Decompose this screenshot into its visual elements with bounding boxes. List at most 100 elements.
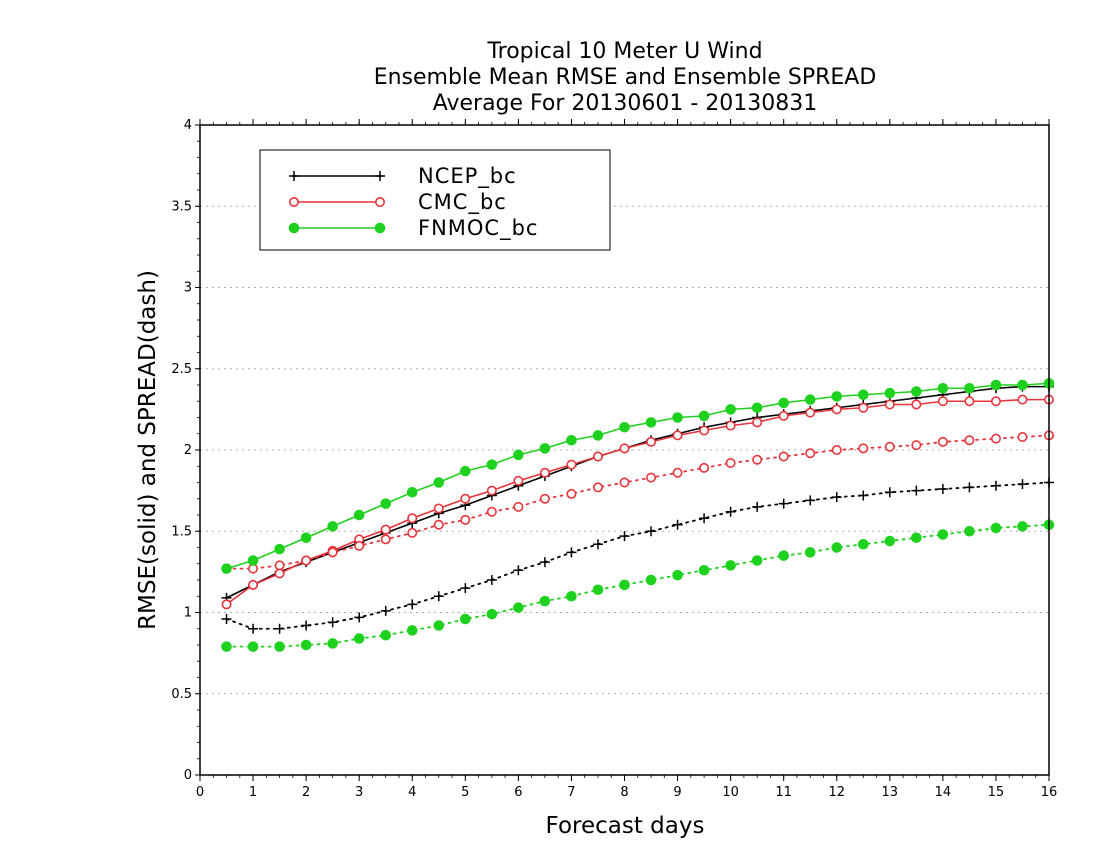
series-cmc-bc-spread-point xyxy=(831,444,842,455)
series-fnmoc-bc-rmse-point xyxy=(672,412,683,423)
y-tick-label-5: 2.5 xyxy=(171,362,192,377)
series-cmc-bc-spread-point xyxy=(911,440,922,451)
series-fnmoc-bc-rmse-point xyxy=(884,387,896,399)
series-ncep-bc-spread-point xyxy=(539,557,550,568)
series-cmc-bc-rmse-point xyxy=(619,443,630,454)
series-ncep-bc-spread-point xyxy=(725,506,736,517)
x-tick-label-5: 5 xyxy=(461,785,469,800)
x-tick-label-2: 2 xyxy=(302,785,310,800)
series-ncep-bc-spread-point xyxy=(513,565,524,576)
series-cmc-bc-rmse-point xyxy=(513,475,524,486)
series-cmc-bc-spread-point xyxy=(619,477,630,488)
series-fnmoc-bc-rmse-point xyxy=(857,389,869,401)
series-fnmoc-bc-rmse-point xyxy=(698,410,710,422)
series-fnmoc-bc-rmse-point xyxy=(406,486,418,498)
series-cmc-bc-spread-point xyxy=(672,467,683,478)
series-cmc-bc-spread-point xyxy=(433,519,444,530)
legend-item-ncep-bc-marker-right xyxy=(375,171,385,181)
series-fnmoc-bc-spread-point xyxy=(300,639,312,651)
y-axis-label: RMSE(solid) and SPREAD(dash) xyxy=(135,270,161,630)
chart-title-line-3: Average For 20130601 - 20130831 xyxy=(433,91,818,116)
x-tick-label-16: 16 xyxy=(1041,785,1058,800)
series-fnmoc-bc-spread-point xyxy=(539,595,551,607)
series-fnmoc-bc-rmse xyxy=(221,378,1055,574)
series-fnmoc-bc-spread-point xyxy=(672,569,683,581)
series-cmc-bc-spread-point xyxy=(539,493,550,504)
series-fnmoc-bc-spread-point xyxy=(327,638,338,649)
y-tick-label-2: 1 xyxy=(184,606,192,621)
series-fnmoc-bc-spread-point xyxy=(645,574,657,586)
series-fnmoc-bc-spread-point xyxy=(831,542,843,553)
x-tick-label-10: 10 xyxy=(722,785,739,800)
series-fnmoc-bc-rmse-point xyxy=(247,555,259,566)
series-cmc-bc-rmse-point xyxy=(1017,394,1028,405)
series-cmc-bc-rmse-point xyxy=(884,399,895,410)
series-cmc-bc-rmse-point xyxy=(725,420,736,431)
series-fnmoc-bc-rmse-point xyxy=(778,397,789,409)
series-ncep-bc-spread xyxy=(221,477,1054,634)
series-cmc-bc-spread-point xyxy=(327,547,338,558)
series-fnmoc-bc-spread-point xyxy=(804,547,816,558)
series-cmc-bc-rmse-point xyxy=(672,430,683,441)
series-fnmoc-bc-rmse-point xyxy=(1017,379,1028,391)
x-tick-label-13: 13 xyxy=(882,785,899,800)
series-cmc-bc-spread-point xyxy=(592,482,603,493)
legend-item-ncep-bc-label: NCEP_bc xyxy=(418,164,517,189)
series-cmc-bc-spread-point xyxy=(486,506,497,517)
series-ncep-bc-spread-point xyxy=(990,480,1001,491)
legend-item-cmc-bc-marker-right xyxy=(374,197,385,208)
series-cmc-bc-spread-point xyxy=(990,433,1001,444)
series-cmc-bc-rmse-line xyxy=(226,398,1049,606)
series-cmc-bc-rmse xyxy=(221,394,1055,610)
legend-box xyxy=(259,149,611,251)
series-fnmoc-bc-spread-point xyxy=(406,625,418,636)
series-cmc-bc-rmse-point xyxy=(566,459,577,470)
series-cmc-bc-rmse-point xyxy=(274,568,285,579)
series-cmc-bc-rmse-point xyxy=(858,402,869,413)
series-fnmoc-bc-spread-point xyxy=(221,641,232,652)
series-cmc-bc-spread-point xyxy=(646,472,657,483)
series-ncep-bc-rmse xyxy=(221,381,1054,603)
series-cmc-bc-rmse-point xyxy=(646,436,657,447)
x-tick-label-7: 7 xyxy=(567,785,575,800)
series-ncep-bc-spread-point xyxy=(433,591,444,602)
x-tick-label-14: 14 xyxy=(935,785,952,800)
series-fnmoc-bc-rmse-point xyxy=(566,434,577,446)
x-tick-label-1: 1 xyxy=(249,785,257,800)
legend-item-ncep-bc-marker-left xyxy=(289,171,299,181)
series-cmc-bc-rmse-point xyxy=(592,451,603,462)
series-fnmoc-bc-spread-point xyxy=(274,641,285,652)
series-cmc-bc-spread-point xyxy=(699,462,710,473)
y-tick-label-1: 0.5 xyxy=(171,687,192,702)
series-cmc-bc-rmse-point xyxy=(831,404,842,415)
x-tick-label-12: 12 xyxy=(828,785,845,800)
series-fnmoc-bc-spread-point xyxy=(725,560,736,571)
y-tick-label-3: 1.5 xyxy=(171,524,192,539)
x-tick-label-3: 3 xyxy=(355,785,363,800)
series-fnmoc-bc-rmse-point xyxy=(937,382,949,394)
series-cmc-bc-rmse-point xyxy=(539,467,550,478)
x-tick-label-15: 15 xyxy=(988,785,1005,800)
series-fnmoc-bc-spread-point xyxy=(911,532,922,544)
series-fnmoc-bc-spread-point xyxy=(778,550,789,561)
series-ncep-bc-spread-point xyxy=(274,623,285,634)
series-fnmoc-bc-spread-point xyxy=(380,629,392,641)
series-ncep-bc-spread-line xyxy=(225,481,1050,630)
series-ncep-bc-spread-point xyxy=(327,617,338,628)
series-fnmoc-bc-rmse-point xyxy=(539,443,551,454)
series-ncep-bc-spread-point xyxy=(354,612,365,623)
series-ncep-bc-spread-point xyxy=(646,526,657,537)
series-fnmoc-bc-spread-point xyxy=(353,633,365,644)
series-fnmoc-bc-rmse-point xyxy=(804,394,816,405)
x-tick-label-4: 4 xyxy=(408,785,416,800)
series-ncep-bc-spread-point xyxy=(752,501,763,512)
x-tick-label-6: 6 xyxy=(514,785,522,800)
legend-item-cmc-bc: CMC_bc xyxy=(288,190,506,215)
series-ncep-bc-spread-point xyxy=(672,519,683,530)
series-cmc-bc-rmse-point xyxy=(990,396,1001,407)
series-fnmoc-bc-spread-point xyxy=(592,584,604,596)
series-fnmoc-bc-spread-point xyxy=(566,590,577,602)
series-cmc-bc-rmse-point xyxy=(460,493,471,504)
